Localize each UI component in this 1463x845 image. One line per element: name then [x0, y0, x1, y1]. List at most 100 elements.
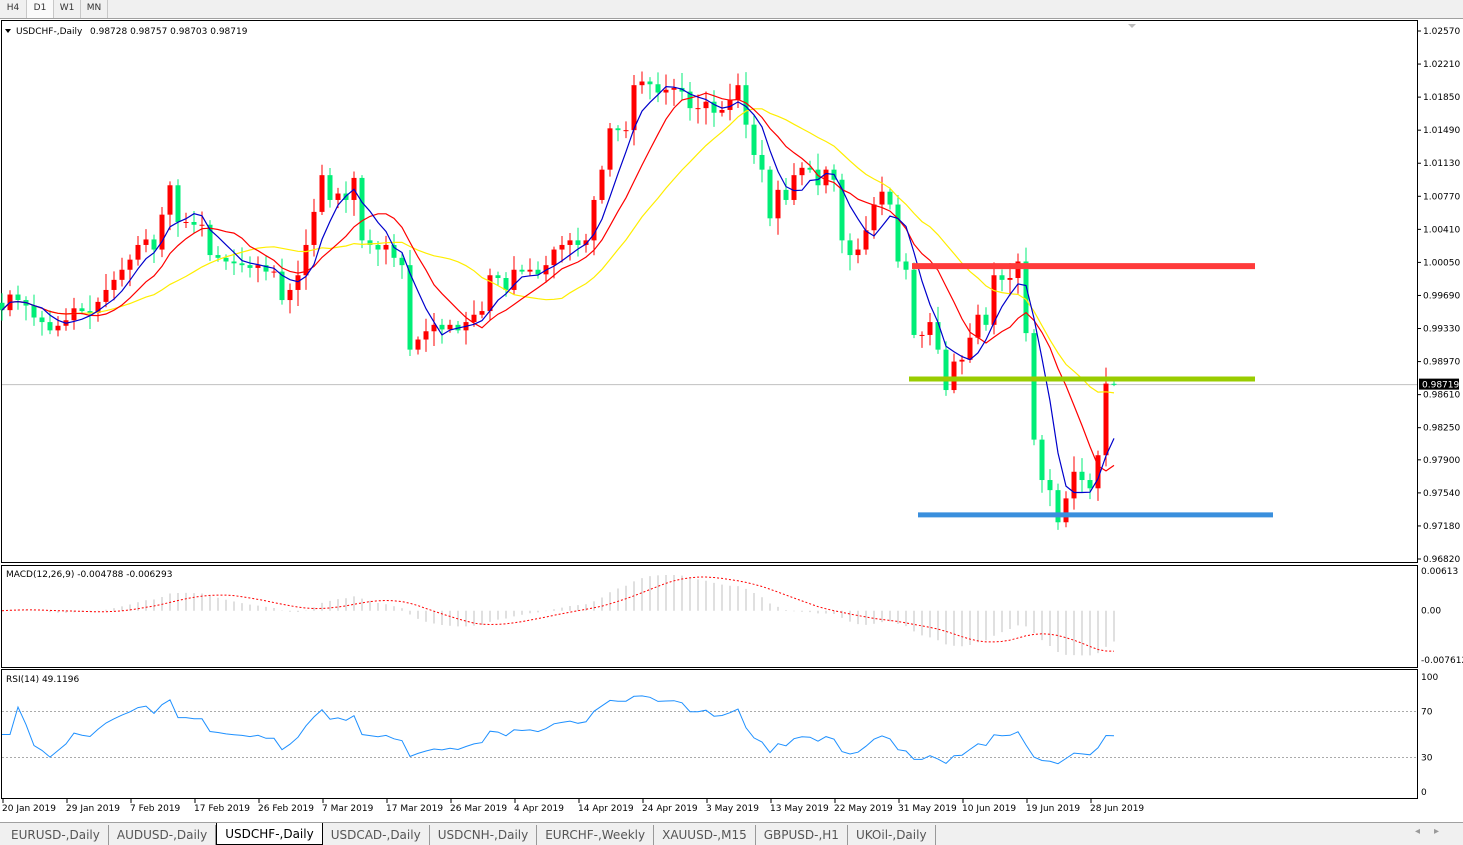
candle-body	[711, 101, 717, 113]
candle-body	[399, 257, 405, 266]
date-tick-label: 17 Mar 2019	[386, 804, 443, 814]
candle-body	[815, 169, 821, 186]
tab-xauusd[interactable]: XAUUSD-,M15	[654, 825, 756, 845]
candle	[615, 125, 621, 142]
date-tick-label: 17 Feb 2019	[194, 804, 250, 814]
candle	[407, 250, 413, 357]
candle	[807, 160, 813, 173]
macd-tick-label: 0.00613	[1421, 567, 1458, 577]
price-tick-label: 0.98250	[1423, 424, 1460, 434]
candle-body	[447, 324, 453, 330]
candle	[231, 249, 237, 275]
rsi-tick-label: 0	[1421, 788, 1427, 798]
candle-body	[671, 87, 677, 90]
shift-marker-icon[interactable]	[1128, 24, 1136, 28]
timeframe-h4[interactable]: H4	[0, 0, 27, 18]
candle-body	[79, 308, 85, 312]
candle	[655, 72, 661, 103]
candle	[1047, 469, 1053, 507]
candle	[871, 197, 877, 239]
tab-usdcnh[interactable]: USDCNH-,Daily	[430, 825, 538, 845]
candle-body	[127, 259, 133, 270]
candle	[1111, 381, 1117, 387]
timeframe-d1[interactable]: D1	[27, 0, 54, 18]
candle-body	[855, 249, 861, 256]
candle-body	[759, 154, 765, 170]
tab-scroll-arrows[interactable]: ◂▸	[1415, 826, 1453, 837]
candle-body	[791, 175, 797, 200]
tab-usdchf[interactable]: USDCHF-,Daily	[216, 823, 323, 845]
candle-body	[551, 249, 557, 266]
scroll-left-icon[interactable]: ◂	[1414, 826, 1434, 837]
candle	[1031, 329, 1037, 446]
candle-body	[1007, 278, 1013, 280]
price-tick-label: 0.99330	[1423, 325, 1460, 335]
candle-body	[687, 91, 693, 109]
candle-body	[391, 244, 397, 258]
candle-body	[903, 261, 909, 270]
candle	[431, 312, 437, 347]
candle	[487, 268, 493, 321]
candle	[959, 355, 965, 375]
candle-body	[335, 193, 341, 200]
candle	[503, 272, 509, 297]
candle	[471, 300, 477, 327]
candle	[39, 310, 45, 336]
date-tick-label: 13 May 2019	[770, 804, 829, 814]
candle-body	[807, 167, 813, 170]
tab-gbpusd[interactable]: GBPUSD-,H1	[756, 825, 848, 845]
candle	[727, 83, 733, 121]
tab-ukoil[interactable]: UKOil-,Daily	[848, 825, 936, 845]
tab-eurchf[interactable]: EURCHF-,Weekly	[537, 825, 655, 845]
price-chart[interactable]: 1.02570 1.02210 1.01850 1.01490 1.01130 1.007…	[0, 20, 1463, 822]
candle	[687, 81, 693, 121]
candle-body	[695, 108, 701, 110]
timeframe-mn[interactable]: MN	[81, 0, 108, 18]
candle-body	[655, 84, 661, 93]
date-tick-label: 4 Apr 2019	[514, 804, 564, 814]
tab-usdcad[interactable]: USDCAD-,Daily	[323, 825, 430, 845]
candle-body	[631, 85, 637, 131]
candle-body	[407, 265, 413, 350]
candle	[159, 207, 165, 258]
chart-tabs: EURUSD-,Daily AUDUSD-,Daily USDCHF-,Dail…	[0, 822, 1463, 845]
candle-body	[87, 311, 93, 313]
candle	[391, 234, 397, 268]
tab-audusd[interactable]: AUDUSD-,Daily	[109, 825, 217, 845]
candle-body	[1047, 480, 1053, 491]
candle	[791, 163, 797, 206]
candle	[1039, 435, 1045, 493]
candle-body	[775, 189, 781, 219]
candle	[319, 164, 325, 215]
scroll-right-icon[interactable]: ▸	[1433, 826, 1453, 837]
candle	[143, 229, 149, 253]
candle	[495, 271, 501, 286]
date-tick-label: 20 Jan 2019	[2, 804, 56, 814]
candle	[167, 181, 173, 231]
candle	[551, 246, 557, 279]
candle	[855, 238, 861, 264]
candle	[95, 297, 101, 322]
candle-body	[503, 278, 509, 290]
candle-body	[1063, 498, 1069, 523]
candle	[815, 153, 821, 196]
candle-body	[559, 244, 565, 250]
candle	[415, 336, 421, 355]
candle	[271, 265, 277, 278]
candle-body	[55, 325, 61, 331]
candle-body	[583, 240, 589, 245]
candle-body	[1055, 490, 1061, 523]
timeframe-w1[interactable]: W1	[54, 0, 81, 18]
collapse-triangle-icon[interactable]	[5, 29, 11, 33]
chart-symbol: USDCHF-,Daily	[16, 27, 83, 37]
date-tick-label: 26 Feb 2019	[258, 804, 314, 814]
candle	[847, 233, 853, 271]
candle-body	[327, 175, 333, 200]
candle-body	[871, 204, 877, 231]
tab-eurusd[interactable]: EURUSD-,Daily	[3, 825, 109, 845]
candle	[87, 295, 93, 330]
candle	[1015, 253, 1021, 294]
candle-body	[743, 85, 749, 125]
candle-body	[247, 265, 253, 268]
candle-body	[1039, 439, 1045, 481]
